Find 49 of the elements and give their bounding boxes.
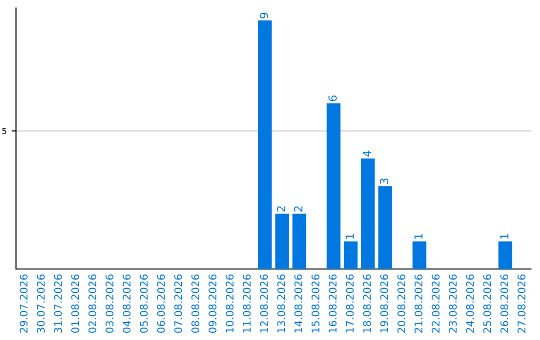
- x-tick-label: 22.08.2026: [432, 274, 440, 333]
- data-label: 2: [276, 206, 286, 212]
- data-label: 1: [346, 234, 354, 239]
- x-tick-label: 16.08.2026: [328, 274, 337, 332]
- x-tick-label: 30.07.2026: [36, 274, 45, 333]
- x-tick-label: 13.08.2026: [277, 274, 286, 332]
- x-tick-label: 18.08.2026: [363, 274, 371, 332]
- bar: [344, 241, 358, 269]
- bar: [412, 241, 426, 269]
- bar: [275, 214, 289, 269]
- x-tick-label: 23.08.2026: [448, 274, 457, 333]
- x-tick-label: 12.08.2026: [260, 274, 268, 332]
- data-label: 1: [414, 234, 422, 239]
- x-tick-label: 07.08.2026: [174, 274, 182, 333]
- x-tick-label: 14.08.2026: [294, 274, 302, 332]
- x-tick-label: 15.08.2026: [312, 274, 320, 332]
- x-tick-label: 06.08.2026: [157, 274, 165, 333]
- x-tick-label: 27.08.2026: [518, 274, 526, 333]
- x-tick-label: 29.07.2026: [20, 274, 28, 333]
- x-tick-label: 02.08.2026: [88, 274, 96, 333]
- bar: [378, 186, 392, 269]
- x-tick-label: 19.08.2026: [380, 274, 388, 332]
- data-label: 3: [380, 178, 388, 184]
- bar: [361, 158, 375, 269]
- x-tick-label: 05.08.2026: [140, 274, 148, 333]
- ref-line-label: 5: [2, 128, 6, 134]
- x-tick-label: 24.08.2026: [466, 274, 474, 333]
- x-tick-label: 04.08.2026: [122, 274, 131, 333]
- x-tick-label: 25.08.2026: [483, 274, 492, 333]
- x-tick-label: 21.08.2026: [414, 274, 422, 333]
- x-tick-label: 17.08.2026: [346, 274, 354, 332]
- bar: [498, 241, 512, 269]
- x-tick-label: 26.08.2026: [500, 274, 508, 333]
- x-tick-label: 11.08.2026: [242, 274, 251, 332]
- x-tick-label: 08.08.2026: [191, 274, 200, 333]
- data-label: 6: [328, 96, 337, 102]
- x-tick-label: 03.08.2026: [106, 274, 114, 333]
- bar: [326, 103, 340, 269]
- data-label: 4: [362, 150, 371, 157]
- bar: [258, 20, 272, 269]
- x-tick-label: 01.08.2026: [71, 274, 80, 333]
- x-tick-label: 10.08.2026: [226, 274, 234, 332]
- bar: [292, 214, 306, 269]
- data-label: 9: [260, 12, 268, 18]
- x-tick-label: 09.08.2026: [208, 274, 216, 333]
- data-label: 2: [294, 206, 302, 212]
- data-label: 1: [500, 234, 508, 239]
- x-tick-label: 31.07.2026: [54, 274, 62, 333]
- x-tick-label: 20.08.2026: [397, 274, 406, 333]
